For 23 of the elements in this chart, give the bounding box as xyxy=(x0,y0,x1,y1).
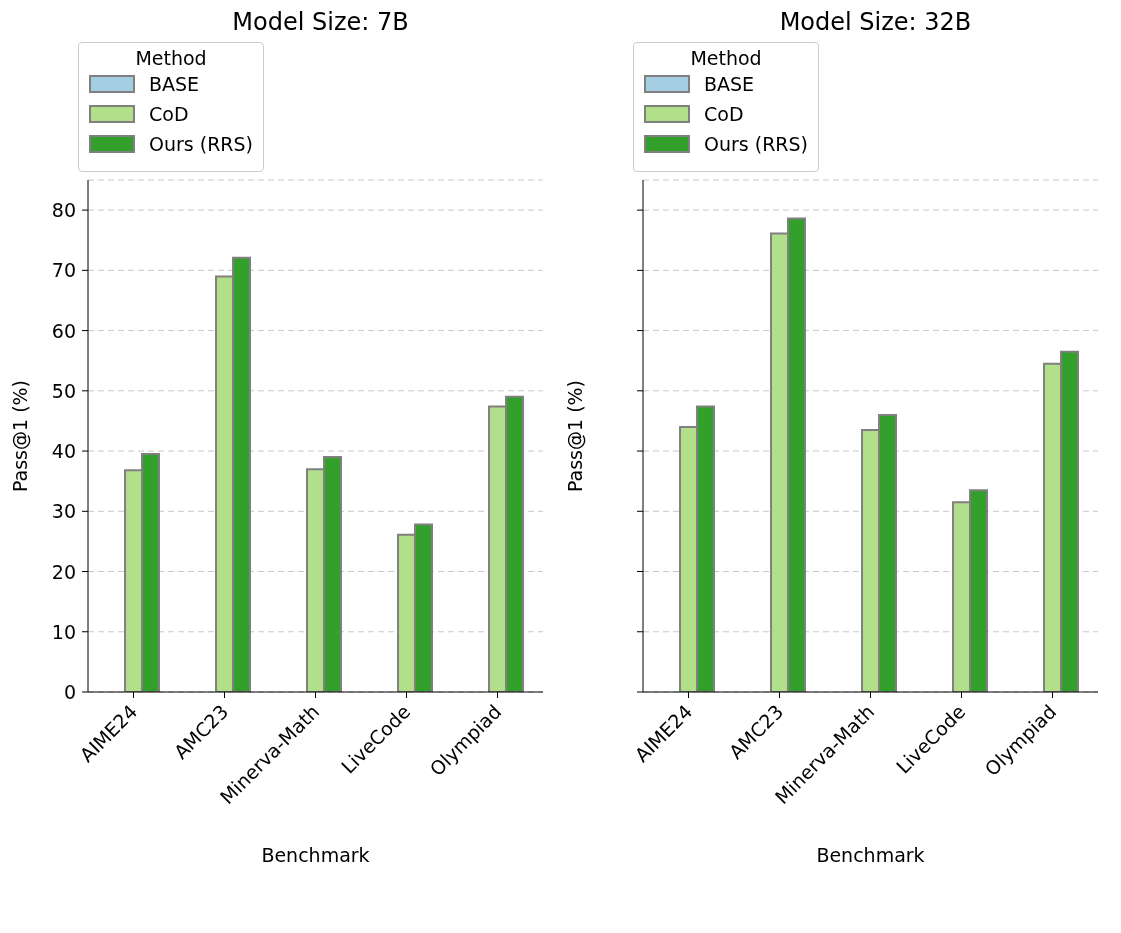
chart-title: Model Size: 32B xyxy=(778,8,973,38)
legend-label: BASE xyxy=(149,73,200,95)
y-tick-label: 10 xyxy=(51,620,76,643)
y-tick-label: 80 xyxy=(51,199,76,222)
legend-label: CoD xyxy=(149,103,189,125)
legend-label: Ours (RRS) xyxy=(704,133,809,155)
x-axis-title: Benchmark xyxy=(261,844,370,866)
y-tick-label: 20 xyxy=(51,560,76,583)
y-tick-label: 60 xyxy=(51,319,76,342)
legend-label: CoD xyxy=(704,103,744,125)
legend-title: Method xyxy=(689,47,763,69)
legend-label: BASE xyxy=(704,73,755,95)
legend-label: Ours (RRS) xyxy=(149,133,254,155)
y-axis-title: Pass@1 (%) xyxy=(563,379,586,493)
y-tick-label: 40 xyxy=(51,440,76,463)
y-tick-label: 30 xyxy=(51,500,76,523)
chart-title: Model Size: 7B xyxy=(231,8,410,38)
y-tick-label: 70 xyxy=(51,259,76,282)
x-axis-title: Benchmark xyxy=(816,844,925,866)
legend-title: Method xyxy=(134,47,208,69)
y-axis-title: Pass@1 (%) xyxy=(8,379,31,493)
y-tick-label: 50 xyxy=(51,379,76,402)
y-tick-label: 0 xyxy=(63,681,76,703)
